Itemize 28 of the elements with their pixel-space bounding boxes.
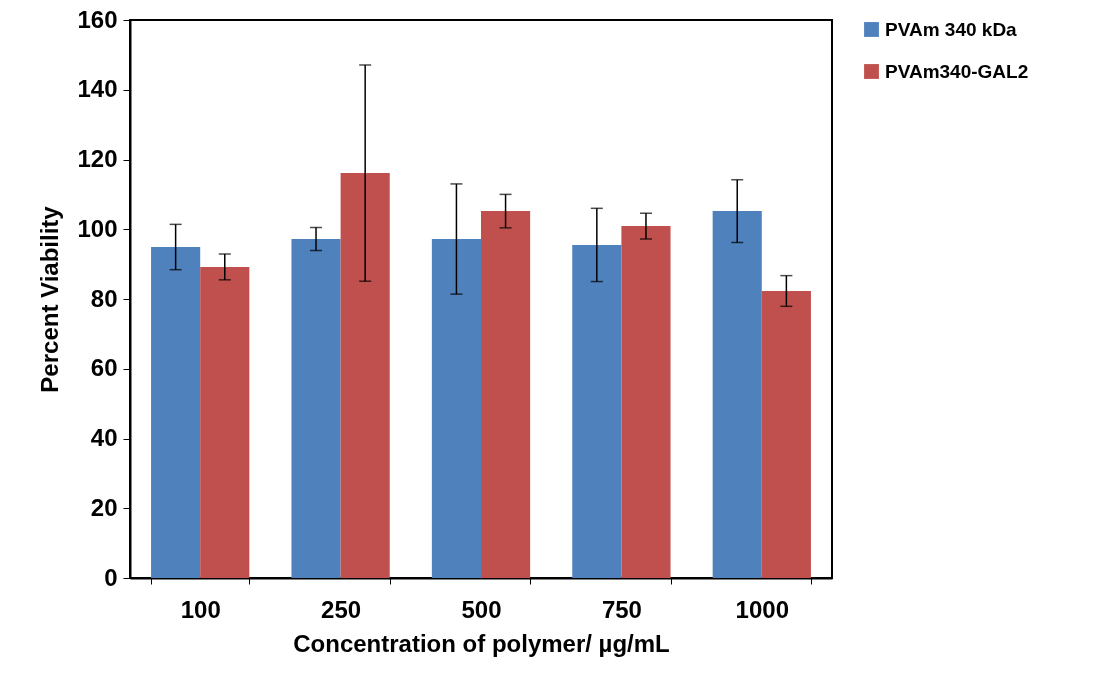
x-tick-label: 500: [461, 595, 502, 623]
y-tick-label: 40: [90, 424, 118, 451]
legend-label: PVAm 340 kDa: [885, 18, 1018, 40]
legend-label: PVAm340-GAL2: [885, 60, 1029, 82]
bar: [621, 226, 671, 578]
bar: [340, 173, 390, 578]
bar: [431, 239, 481, 578]
bar: [291, 239, 341, 578]
y-tick-label: 140: [77, 75, 118, 103]
y-tick-label: 80: [90, 284, 118, 312]
x-tick-label: 750: [601, 595, 642, 623]
y-tick-label: 100: [77, 214, 118, 242]
y-tick-label: 120: [77, 145, 118, 172]
x-tick-label: 250: [321, 595, 362, 623]
y-tick-label: 60: [90, 354, 118, 382]
x-axis-title: Concentration of polymer/ µg/mL: [293, 629, 670, 657]
y-tick-label: 160: [77, 5, 118, 33]
x-tick-label: 100: [180, 595, 221, 623]
bar: [761, 290, 811, 578]
bar: [712, 211, 762, 578]
bar: [572, 244, 622, 578]
y-tick-label: 20: [90, 493, 118, 521]
y-axis-title: Percent Viability: [36, 205, 64, 393]
x-tick-label: 1000: [735, 595, 789, 623]
bar: [151, 247, 201, 578]
bar: [481, 211, 531, 578]
y-tick-label: 0: [104, 563, 118, 591]
bar: [200, 266, 250, 578]
